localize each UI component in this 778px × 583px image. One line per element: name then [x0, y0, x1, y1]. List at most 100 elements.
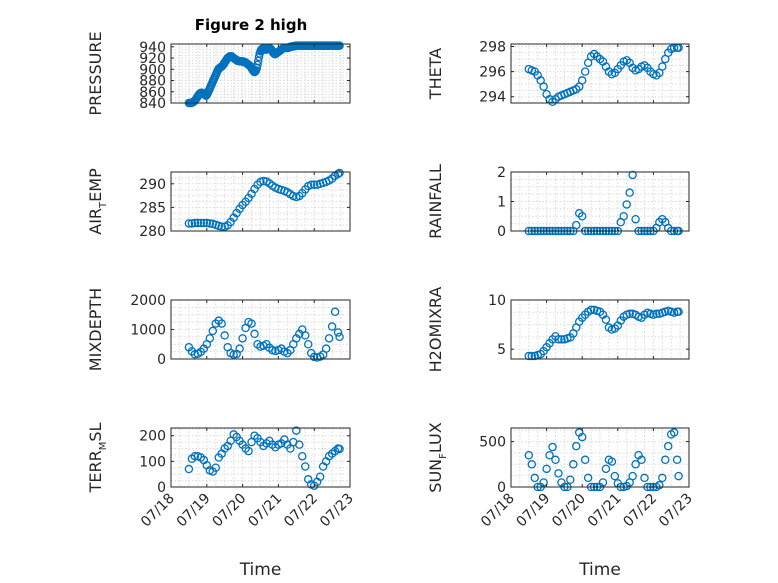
- theta-ytick-label: 296: [479, 65, 506, 81]
- sun_flux-point: [637, 455, 646, 465]
- pressure-ylabel-part: PRESSURE: [86, 31, 105, 115]
- sun_flux-point: [674, 471, 683, 481]
- h2omixra-ytick-label: 10: [488, 293, 506, 309]
- rainfall-ytick-label: 1: [497, 195, 506, 211]
- theta-ytick-label: 298: [479, 40, 506, 56]
- sun_flux-xtick-label: 07/21: [585, 491, 625, 531]
- h2omixra-point: [652, 309, 661, 319]
- terr_msl-point: [295, 440, 304, 449]
- figure-title: Figure 2 high: [195, 16, 308, 34]
- sun_flux-point: [661, 455, 670, 465]
- terr_msl-xtick-label: 07/19: [174, 491, 214, 531]
- mixdepth-point: [208, 326, 218, 336]
- h2omixra-point: [524, 351, 534, 361]
- pressure-ytick-label: 900: [139, 62, 166, 78]
- mixdepth-point: [335, 332, 344, 342]
- terr_msl-xtick-label: 07/18: [138, 491, 178, 531]
- mixdepth-ytick-label: 1000: [130, 323, 166, 339]
- mixdepth-point: [235, 344, 244, 353]
- mixdepth-point: [250, 329, 259, 339]
- air_temp-point: [217, 222, 226, 232]
- terr_msl-xlabel: Time: [239, 560, 282, 580]
- terr_msl-point: [244, 446, 253, 456]
- terr_msl-ylabel-part: TERR: [86, 450, 105, 493]
- terr_msl-ylabel-part: SL: [86, 423, 105, 442]
- terr_msl-ylabel-part: M: [98, 442, 109, 451]
- sun_flux-xtick-label: 07/23: [656, 491, 696, 531]
- sun_flux-point: [577, 432, 587, 442]
- mixdepth-point: [303, 339, 313, 349]
- rainfall-point: [622, 200, 631, 209]
- air_temp-point: [202, 218, 212, 228]
- sun_flux-point: [548, 442, 557, 452]
- rainfall-ytick-label: 0: [497, 224, 506, 240]
- terr_msl-point: [211, 463, 220, 473]
- sun_flux-point: [524, 450, 534, 460]
- sun_flux-xtick-label: 07/19: [514, 491, 554, 531]
- air_temp-ylabel-part: T: [98, 201, 109, 209]
- theta-ytick-label: 294: [479, 90, 506, 106]
- pressure-point: [253, 60, 262, 70]
- sun_flux-point: [551, 455, 560, 465]
- mixdepth-point: [220, 331, 229, 340]
- terr_msl-xtick-label: 07/23: [317, 491, 357, 531]
- h2omixra-axes: 5 10 H2OMIXRA: [426, 287, 690, 373]
- rainfall-point: [625, 188, 634, 197]
- air_temp-axes: 280 285 290 AIRTEMP: [86, 168, 351, 240]
- rainfall-point: [631, 214, 640, 224]
- h2omixra-ylabel-part: H2OMIXRA: [426, 287, 445, 373]
- pressure-grid: [170, 43, 351, 104]
- air_temp-point: [193, 218, 203, 228]
- mixdepth-ylabel-part: MIXDEPTH: [86, 288, 105, 371]
- mixdepth-point: [300, 331, 310, 340]
- air_temp-point: [187, 219, 197, 228]
- terr_msl-point: [184, 464, 194, 474]
- air_temp-point: [184, 219, 194, 228]
- h2omixra-point: [601, 315, 611, 324]
- air_temp-point: [309, 180, 319, 189]
- mixdepth-point: [330, 307, 340, 317]
- terr_msl-point: [315, 472, 325, 481]
- sun_flux-point: [530, 473, 539, 483]
- terr_msl-point: [300, 462, 310, 471]
- mixdepth-point: [247, 319, 256, 328]
- mixdepth-point: [321, 344, 331, 353]
- rainfall-ylabel-part: RAINFALL: [426, 164, 445, 239]
- mixdepth-ytick-label: 0: [157, 352, 166, 368]
- pressure-ytick-label: 880: [139, 74, 166, 90]
- sun_flux-point: [545, 450, 554, 460]
- mixdepth-point: [205, 334, 215, 343]
- terr_msl-xtick-label: 07/20: [210, 491, 250, 531]
- sun_flux-point: [672, 455, 682, 465]
- sun_flux-ytick-label: 0: [497, 480, 506, 496]
- sun_flux-ytick-label: 500: [479, 435, 506, 451]
- rainfall-axes: 0 1 2 RAINFALL: [426, 164, 690, 240]
- h2omixra-point: [527, 351, 537, 361]
- sun_flux-point: [601, 464, 611, 474]
- sun_flux-point: [669, 428, 679, 437]
- theta-ylabel-part: THETA: [426, 48, 445, 100]
- sun_flux-point: [607, 457, 617, 466]
- sun_flux-xtick-label: 07/22: [620, 491, 660, 531]
- terr_msl-point: [190, 451, 200, 461]
- sun_flux-xtick-label: 07/18: [478, 491, 518, 531]
- sun_flux-point: [566, 475, 575, 484]
- rainfall-point: [628, 170, 637, 180]
- theta-point: [580, 67, 590, 76]
- sun_flux-point: [663, 441, 673, 451]
- h2omixra-point: [586, 305, 596, 315]
- pressure-point: [335, 41, 344, 50]
- sun_flux-point: [572, 441, 581, 451]
- sun_flux-point: [542, 464, 551, 474]
- h2omixra-point: [674, 307, 683, 317]
- sun_flux-point: [610, 471, 620, 481]
- air_temp-point: [190, 218, 200, 228]
- sun_flux-xtick-label: 07/20: [549, 491, 589, 531]
- mixdepth-ytick-label: 2000: [130, 293, 166, 309]
- rainfall-ytick-label: 2: [497, 165, 506, 181]
- sun_flux-point: [631, 460, 640, 469]
- air_temp-ytick-label: 280: [139, 224, 166, 240]
- pressure-ytick-label: 840: [139, 96, 166, 112]
